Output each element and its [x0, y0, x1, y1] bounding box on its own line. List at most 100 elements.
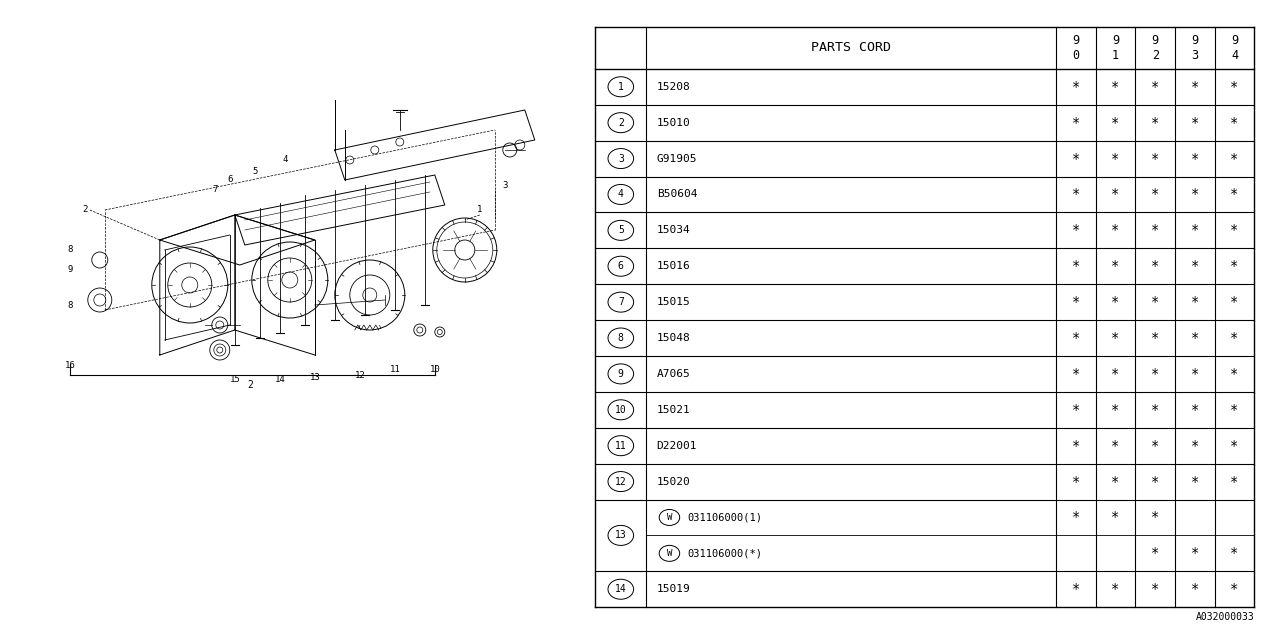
Text: *: *	[1151, 403, 1160, 417]
Text: *: *	[1071, 259, 1080, 273]
Text: 15208: 15208	[657, 82, 690, 92]
Text: 11: 11	[389, 365, 401, 374]
Text: 5: 5	[618, 225, 623, 236]
Text: A032000033: A032000033	[1196, 612, 1254, 622]
Text: *: *	[1190, 475, 1199, 488]
Text: *: *	[1190, 295, 1199, 309]
Text: W: W	[667, 513, 672, 522]
Text: *: *	[1111, 188, 1120, 202]
Text: *: *	[1151, 475, 1160, 488]
Text: *: *	[1230, 80, 1239, 94]
Text: *: *	[1071, 582, 1080, 596]
Text: *: *	[1071, 80, 1080, 94]
Text: *: *	[1071, 223, 1080, 237]
Text: *: *	[1151, 582, 1160, 596]
Text: 14: 14	[274, 376, 285, 385]
Text: *: *	[1071, 438, 1080, 452]
Text: *: *	[1230, 475, 1239, 488]
Text: 14: 14	[614, 584, 627, 595]
Text: 6: 6	[618, 261, 623, 271]
Text: 8: 8	[618, 333, 623, 343]
Text: 5: 5	[252, 168, 257, 177]
Text: 10: 10	[614, 404, 627, 415]
Text: 7: 7	[212, 186, 218, 195]
Text: *: *	[1111, 152, 1120, 166]
Text: 15010: 15010	[657, 118, 690, 127]
Text: *: *	[1071, 403, 1080, 417]
Text: *: *	[1111, 367, 1120, 381]
Text: *: *	[1071, 152, 1080, 166]
Text: 11: 11	[614, 441, 627, 451]
Text: 12: 12	[355, 371, 365, 380]
Text: *: *	[1151, 188, 1160, 202]
Text: *: *	[1190, 547, 1199, 561]
Text: 15019: 15019	[657, 584, 690, 595]
Text: *: *	[1230, 331, 1239, 345]
Text: 13: 13	[614, 531, 627, 540]
Text: *: *	[1190, 116, 1199, 130]
Text: 9: 9	[618, 369, 623, 379]
Text: *: *	[1151, 116, 1160, 130]
Text: *: *	[1071, 295, 1080, 309]
Text: 15: 15	[229, 376, 241, 385]
Text: *: *	[1111, 259, 1120, 273]
Text: *: *	[1190, 223, 1199, 237]
Text: *: *	[1151, 511, 1160, 524]
Text: *: *	[1230, 367, 1239, 381]
Text: *: *	[1230, 547, 1239, 561]
Text: *: *	[1190, 259, 1199, 273]
Text: *: *	[1111, 295, 1120, 309]
Text: 15034: 15034	[657, 225, 690, 236]
Text: 15021: 15021	[657, 404, 690, 415]
Text: *: *	[1230, 295, 1239, 309]
Text: 13: 13	[310, 372, 320, 381]
Text: *: *	[1190, 331, 1199, 345]
Text: A7065: A7065	[657, 369, 690, 379]
Text: B50604: B50604	[657, 189, 698, 200]
Text: 1: 1	[477, 205, 483, 214]
Text: *: *	[1151, 152, 1160, 166]
Text: 9
4: 9 4	[1231, 34, 1238, 62]
Text: 6: 6	[227, 175, 233, 184]
Text: 3: 3	[502, 180, 507, 189]
Text: 12: 12	[614, 477, 627, 486]
Text: *: *	[1190, 367, 1199, 381]
Text: G91905: G91905	[657, 154, 698, 164]
Text: *: *	[1071, 188, 1080, 202]
Text: *: *	[1071, 331, 1080, 345]
Text: *: *	[1151, 80, 1160, 94]
Text: *: *	[1230, 223, 1239, 237]
Text: *: *	[1111, 475, 1120, 488]
Text: 15020: 15020	[657, 477, 690, 486]
Text: *: *	[1111, 331, 1120, 345]
Text: *: *	[1190, 188, 1199, 202]
Text: 9
2: 9 2	[1152, 34, 1158, 62]
Text: *: *	[1230, 438, 1239, 452]
Text: 2: 2	[247, 380, 252, 390]
Text: 031106000(*): 031106000(*)	[687, 548, 763, 558]
Text: *: *	[1230, 152, 1239, 166]
Text: 9
1: 9 1	[1112, 34, 1119, 62]
Text: *: *	[1151, 331, 1160, 345]
Text: *: *	[1230, 259, 1239, 273]
Text: *: *	[1230, 116, 1239, 130]
Text: 9: 9	[67, 266, 73, 275]
Text: *: *	[1190, 403, 1199, 417]
Text: 8: 8	[67, 246, 73, 255]
Text: *: *	[1230, 582, 1239, 596]
Text: W: W	[667, 549, 672, 558]
Text: 7: 7	[618, 297, 623, 307]
Text: 9
0: 9 0	[1073, 34, 1079, 62]
Text: *: *	[1190, 152, 1199, 166]
Text: 9
3: 9 3	[1192, 34, 1198, 62]
Text: 15016: 15016	[657, 261, 690, 271]
Text: *: *	[1111, 582, 1120, 596]
Text: *: *	[1071, 116, 1080, 130]
Text: 2: 2	[618, 118, 623, 127]
Text: *: *	[1071, 367, 1080, 381]
Text: 15015: 15015	[657, 297, 690, 307]
Text: *: *	[1111, 438, 1120, 452]
Text: *: *	[1230, 403, 1239, 417]
Text: 2: 2	[82, 205, 87, 214]
Text: *: *	[1111, 80, 1120, 94]
